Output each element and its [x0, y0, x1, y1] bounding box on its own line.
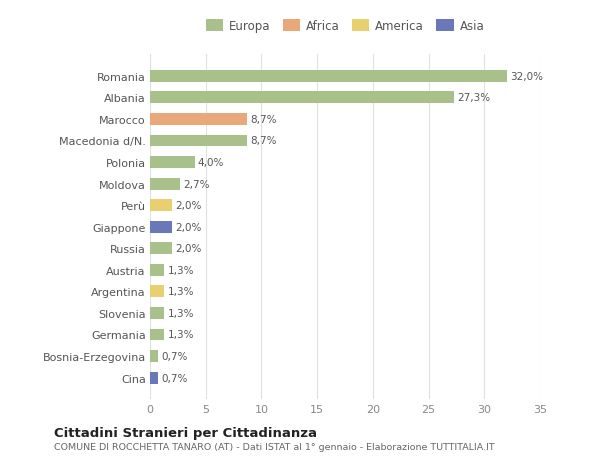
Legend: Europa, Africa, America, Asia: Europa, Africa, America, Asia	[202, 16, 488, 36]
Bar	[150, 350, 158, 362]
Text: 4,0%: 4,0%	[198, 158, 224, 168]
Bar	[150, 308, 164, 319]
Bar	[150, 157, 194, 168]
Bar	[150, 71, 506, 83]
Text: 2,0%: 2,0%	[176, 201, 202, 211]
Text: Cittadini Stranieri per Cittadinanza: Cittadini Stranieri per Cittadinanza	[54, 426, 317, 439]
Bar	[150, 243, 172, 255]
Text: 8,7%: 8,7%	[250, 136, 277, 146]
Bar	[150, 114, 247, 126]
Text: COMUNE DI ROCCHETTA TANARO (AT) - Dati ISTAT al 1° gennaio - Elaborazione TUTTIT: COMUNE DI ROCCHETTA TANARO (AT) - Dati I…	[54, 442, 494, 452]
Bar	[150, 372, 158, 384]
Bar	[150, 200, 172, 212]
Text: 0,7%: 0,7%	[161, 373, 188, 383]
Bar	[150, 286, 164, 297]
Bar	[150, 178, 180, 190]
Text: 8,7%: 8,7%	[250, 115, 277, 125]
Text: 32,0%: 32,0%	[510, 72, 543, 82]
Text: 1,3%: 1,3%	[168, 330, 194, 340]
Text: 0,7%: 0,7%	[161, 351, 188, 361]
Text: 1,3%: 1,3%	[168, 287, 194, 297]
Text: 27,3%: 27,3%	[458, 93, 491, 103]
Bar	[150, 135, 247, 147]
Text: 2,7%: 2,7%	[184, 179, 210, 189]
Text: 2,0%: 2,0%	[176, 244, 202, 254]
Bar	[150, 329, 164, 341]
Bar	[150, 221, 172, 233]
Text: 1,3%: 1,3%	[168, 265, 194, 275]
Text: 2,0%: 2,0%	[176, 222, 202, 232]
Bar	[150, 264, 164, 276]
Bar	[150, 92, 454, 104]
Text: 1,3%: 1,3%	[168, 308, 194, 318]
